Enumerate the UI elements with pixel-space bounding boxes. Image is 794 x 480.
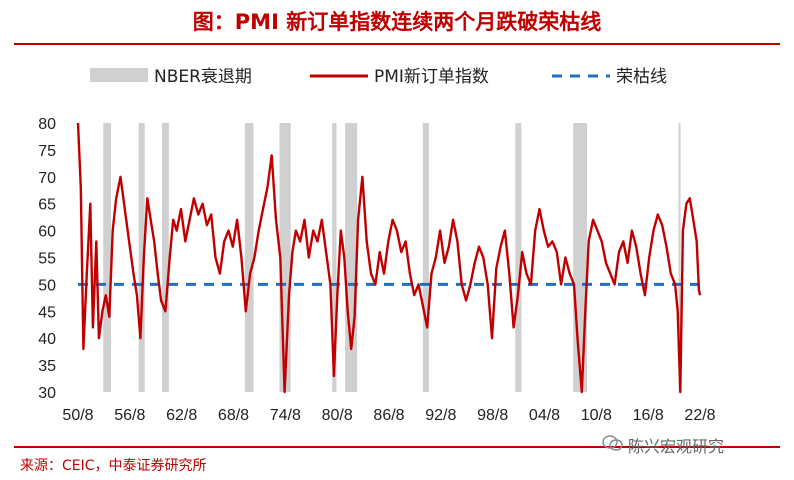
x-tick-label: 92/8 — [425, 407, 456, 424]
recession-band — [573, 123, 588, 392]
plot-area — [76, 122, 702, 394]
x-tick-label: 56/8 — [114, 407, 145, 424]
y-tick-label: 55 — [38, 251, 56, 268]
recession-band — [422, 123, 429, 392]
x-tick-label: 10/8 — [581, 407, 612, 424]
x-tick-label: 80/8 — [322, 407, 353, 424]
pmi-chart: NBER衰退期 PMI新订单指数 荣枯线 30 35 40 45 50 55 60 65 70 75 8… — [38, 67, 715, 424]
x-tick-label: 86/8 — [373, 407, 404, 424]
x-tick-label: 68/8 — [218, 407, 249, 424]
x-tick-label: 62/8 — [166, 407, 197, 424]
recession-band — [161, 123, 169, 392]
recession-band — [103, 123, 112, 392]
legend-label: 荣枯线 — [616, 67, 667, 87]
legend: NBER衰退期 PMI新订单指数 荣枯线 — [90, 67, 667, 87]
x-tick-label: 04/8 — [529, 407, 560, 424]
recession-bands — [103, 123, 681, 392]
y-tick-label: 30 — [38, 385, 56, 402]
y-tick-label: 75 — [38, 143, 56, 160]
x-tick-label: 22/8 — [684, 407, 715, 424]
series-line-pmi — [76, 122, 702, 394]
x-tick-label: 16/8 — [633, 407, 664, 424]
legend-swatch-recession — [90, 68, 148, 82]
x-tick-label: 74/8 — [270, 407, 301, 424]
recession-band — [515, 123, 522, 392]
x-axis: 50/8 56/8 62/8 68/8 74/8 80/8 86/8 92/8 98/8 04/8… — [62, 407, 715, 424]
x-tick-label: 98/8 — [477, 407, 508, 424]
x-tick-label: 50/8 — [62, 407, 93, 424]
recession-band — [678, 123, 681, 392]
y-axis: 30 35 40 45 50 55 60 65 70 75 80 — [38, 116, 56, 402]
recession-band — [244, 123, 254, 392]
chart-title: 图：PMI 新订单指数连续两个月跌破荣枯线 — [192, 10, 602, 34]
y-tick-label: 45 — [38, 304, 56, 321]
recession-band — [332, 123, 337, 392]
y-tick-label: 50 — [38, 277, 56, 294]
legend-label: PMI新订单指数 — [374, 67, 489, 87]
recession-band — [279, 123, 291, 392]
footer-divider — [14, 446, 780, 448]
y-tick-label: 80 — [38, 116, 56, 133]
y-tick-label: 40 — [38, 331, 56, 348]
y-tick-label: 65 — [38, 197, 56, 214]
title-divider — [14, 43, 780, 45]
source-note: 来源：CEIC，中泰证券研究所 — [20, 458, 207, 474]
recession-band — [138, 123, 145, 392]
watermark-text: 陈兴宏观研究 — [628, 437, 725, 456]
y-tick-label: 60 — [38, 224, 56, 241]
legend-label: NBER衰退期 — [154, 67, 252, 87]
recession-band — [345, 123, 358, 392]
y-tick-label: 70 — [38, 170, 56, 187]
y-tick-label: 35 — [38, 358, 56, 375]
wechat-icon — [602, 435, 623, 451]
